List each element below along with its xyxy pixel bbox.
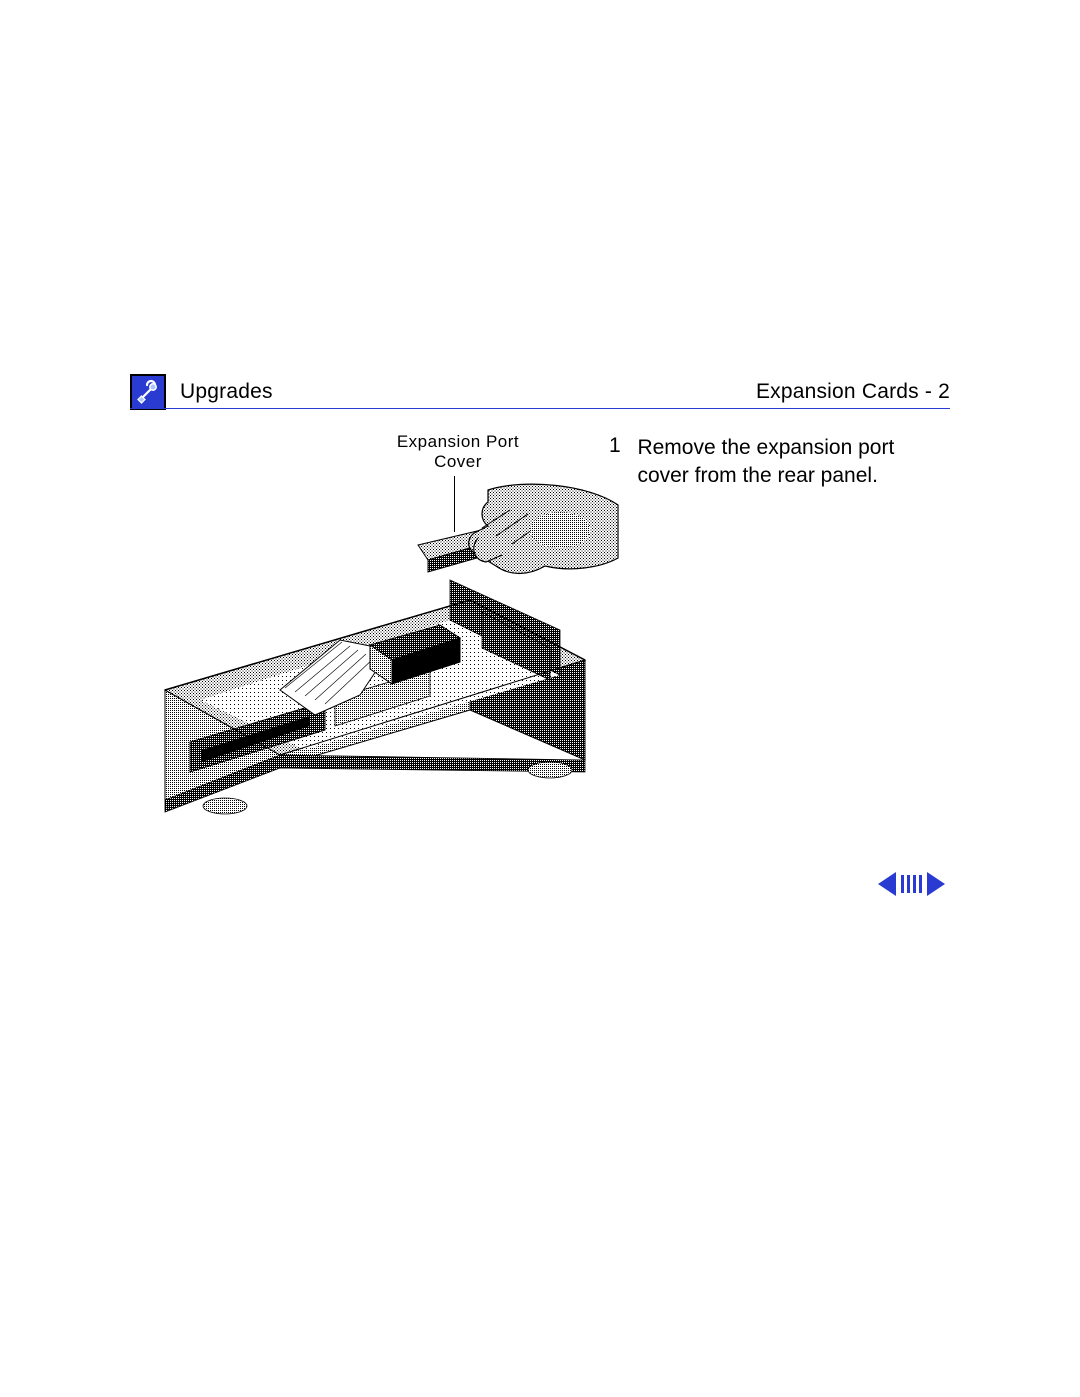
page-title: Expansion Cards - 2 — [756, 380, 950, 404]
page-header: Upgrades Expansion Cards - 2 — [130, 382, 950, 432]
page-indicator-bars — [901, 875, 922, 893]
callout-line2: Cover — [434, 452, 482, 471]
page-navigation — [866, 870, 956, 898]
header-rule — [130, 408, 950, 409]
prev-page-arrow-icon[interactable] — [878, 872, 896, 896]
callout-line1: Expansion Port — [397, 432, 519, 451]
step-number: 1 — [609, 434, 633, 458]
step-text: Remove the expansion port cover from the… — [637, 434, 927, 490]
page-indicator-bar — [901, 875, 904, 893]
step-1: 1 Remove the expansion port cover from t… — [609, 434, 949, 490]
page-indicator-bar — [919, 875, 922, 893]
next-page-arrow-icon[interactable] — [927, 872, 945, 896]
header-section-icon — [130, 374, 166, 410]
section-title: Upgrades — [180, 380, 273, 404]
page-indicator-bar — [913, 875, 916, 893]
page-indicator-bar — [907, 875, 910, 893]
page: Upgrades Expansion Cards - 2 Expansion P… — [0, 0, 1080, 1397]
figure-illustration — [130, 480, 620, 850]
wrench-icon — [135, 379, 161, 405]
figure-callout-label: Expansion Port Cover — [378, 432, 538, 472]
